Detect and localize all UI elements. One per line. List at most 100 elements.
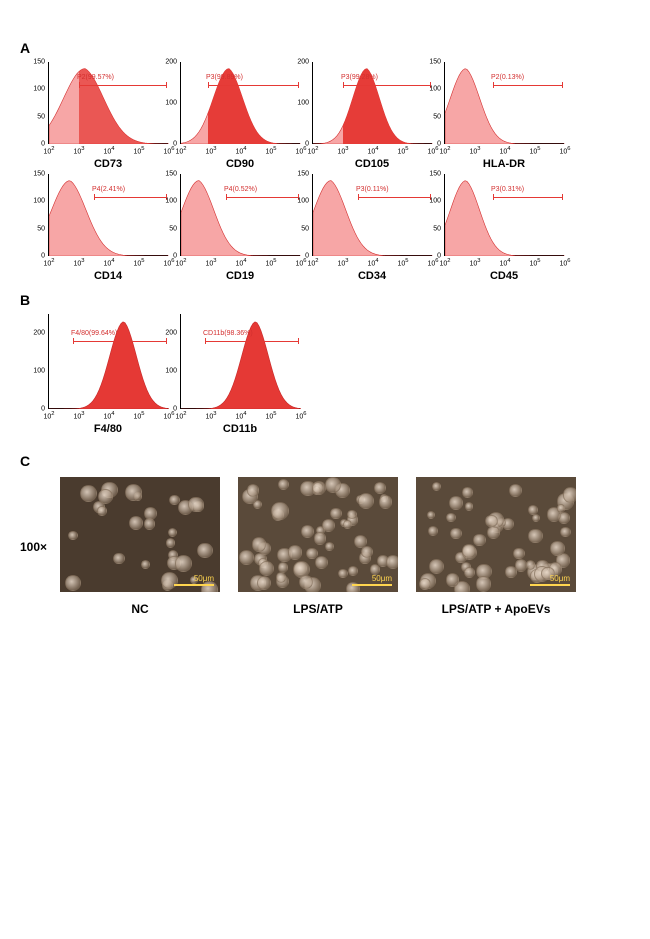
histogram-plot: 050100150102103104105106P2(99.57%) <box>48 62 168 144</box>
x-tick: 106 <box>295 411 306 420</box>
x-tick: 103 <box>73 258 84 267</box>
x-tick: 105 <box>265 411 276 420</box>
gate-label: P3(99.28%) <box>341 74 378 81</box>
histogram-title: CD90 <box>226 158 254 170</box>
x-tick: 103 <box>205 146 216 155</box>
x-tick: 104 <box>499 258 510 267</box>
x-tick: 102 <box>175 411 186 420</box>
y-tick: 100 <box>159 368 177 375</box>
histogram-plot: 050100150102103104105106P2(0.13%) <box>444 62 564 144</box>
x-tick: 102 <box>43 411 54 420</box>
y-tick: 200 <box>27 330 45 337</box>
x-tick: 105 <box>529 146 540 155</box>
histogram-cd14: 050100150102103104105106P4(2.41%)CD14 <box>48 174 168 282</box>
histogram-title: CD105 <box>355 158 389 170</box>
histogram-plot: 050100150102103104105106P4(0.52%) <box>180 174 300 256</box>
x-tick: 103 <box>73 411 84 420</box>
scale-bar-label: 50μm <box>550 574 570 583</box>
panel-c-row: 100× 50μmNC50μmLPS/ATP50μmLPS/ATP + ApoE… <box>20 477 630 616</box>
x-tick: 102 <box>307 258 318 267</box>
x-tick: 104 <box>367 258 378 267</box>
x-tick: 102 <box>43 258 54 267</box>
x-tick: 102 <box>175 146 186 155</box>
x-tick: 105 <box>133 411 144 420</box>
gate-line <box>205 341 299 342</box>
x-tick: 106 <box>559 258 570 267</box>
gate-line <box>73 341 167 342</box>
y-tick: 50 <box>423 225 441 232</box>
y-tick: 100 <box>27 86 45 93</box>
y-tick: 150 <box>423 171 441 178</box>
y-tick: 0 <box>27 253 45 260</box>
y-tick: 50 <box>27 113 45 120</box>
x-tick: 105 <box>529 258 540 267</box>
x-tick: 104 <box>235 411 246 420</box>
y-tick: 50 <box>159 225 177 232</box>
micrograph-group: 50μmNC50μmLPS/ATP50μmLPS/ATP + ApoEVs <box>60 477 576 616</box>
y-tick: 0 <box>159 141 177 148</box>
panel-c-label: C <box>20 453 630 469</box>
gate-line <box>226 197 299 198</box>
histogram-svg <box>181 314 301 409</box>
y-tick: 100 <box>291 198 309 205</box>
histogram-plot: 050100150102103104105106P3(0.11%) <box>312 174 432 256</box>
y-tick: 0 <box>27 141 45 148</box>
x-tick: 105 <box>397 146 408 155</box>
y-tick: 100 <box>27 198 45 205</box>
histogram-cd105: 0100200102103104105106P3(99.28%)CD105 <box>312 62 432 170</box>
x-tick: 102 <box>175 258 186 267</box>
scale-bar <box>530 584 570 586</box>
y-tick: 0 <box>423 253 441 260</box>
histogram-title: CD11b <box>223 423 257 435</box>
gate-label: P3(0.11%) <box>356 186 389 193</box>
y-tick: 150 <box>27 59 45 66</box>
y-tick: 150 <box>159 171 177 178</box>
histogram-row: 050100150102103104105106P4(2.41%)CD14050… <box>48 174 630 282</box>
y-tick: 0 <box>159 253 177 260</box>
x-tick: 103 <box>205 411 216 420</box>
gate-line <box>358 197 431 198</box>
histogram-title: CD45 <box>490 270 518 282</box>
y-tick: 100 <box>423 198 441 205</box>
x-tick: 103 <box>469 258 480 267</box>
gate-label: P4(2.41%) <box>92 186 125 193</box>
x-tick: 103 <box>337 258 348 267</box>
micrograph-lps-atp: 50μmLPS/ATP <box>238 477 398 616</box>
micrograph-title: LPS/ATP <box>293 602 343 616</box>
y-tick: 0 <box>159 406 177 413</box>
y-tick: 100 <box>27 368 45 375</box>
scale-bar-label: 50μm <box>194 574 214 583</box>
x-tick: 104 <box>103 411 114 420</box>
x-tick: 105 <box>133 146 144 155</box>
y-tick: 0 <box>291 141 309 148</box>
histogram-cd19: 050100150102103104105106P4(0.52%) CD19 <box>180 174 300 282</box>
x-tick: 103 <box>73 146 84 155</box>
y-tick: 0 <box>423 141 441 148</box>
gate-line <box>493 197 563 198</box>
micrograph-image: 50μm <box>60 477 220 592</box>
y-tick: 0 <box>291 253 309 260</box>
x-tick: 105 <box>265 258 276 267</box>
histogram-title: CD34 <box>358 270 386 282</box>
x-tick: 102 <box>43 146 54 155</box>
panel-a-container: 050100150102103104105106P2(99.57%)CD7301… <box>20 62 630 282</box>
y-tick: 100 <box>423 86 441 93</box>
histogram-title: CD73 <box>94 158 122 170</box>
x-tick: 105 <box>133 258 144 267</box>
x-tick: 102 <box>439 258 450 267</box>
histogram-cd45: 050100150102103104105106P3(0.31%) CD45 <box>444 174 564 282</box>
x-tick: 102 <box>439 146 450 155</box>
histogram-title: CD19 <box>226 270 254 282</box>
y-tick: 150 <box>27 171 45 178</box>
histogram-plot: 050100150102103104105106P3(0.31%) <box>444 174 564 256</box>
y-tick: 50 <box>27 225 45 232</box>
y-tick: 200 <box>291 59 309 66</box>
histogram-f4-80: 0100200102103104105106F4/80(99.64%)F4/80 <box>48 314 168 435</box>
panel-a-label: A <box>20 40 630 56</box>
x-tick: 105 <box>397 258 408 267</box>
histogram-plot: 0100200102103104105106P3(99.89%) <box>180 62 300 144</box>
micrograph-title: LPS/ATP + ApoEVs <box>442 602 551 616</box>
x-tick: 104 <box>235 258 246 267</box>
y-tick: 150 <box>423 59 441 66</box>
y-tick: 150 <box>291 171 309 178</box>
